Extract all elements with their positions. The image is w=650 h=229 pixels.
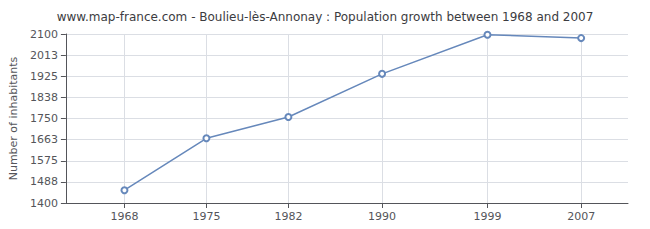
svg-text:www.map-france.com - Boulieu-l: www.map-france.com - Boulieu-lès-Annonay… (57, 10, 594, 24)
svg-text:1982: 1982 (274, 210, 302, 223)
svg-text:1990: 1990 (368, 210, 396, 223)
svg-text:1838: 1838 (30, 91, 58, 104)
svg-text:1575: 1575 (30, 154, 58, 167)
svg-text:1400: 1400 (30, 197, 58, 210)
svg-text:1975: 1975 (192, 210, 220, 223)
svg-text:1999: 1999 (473, 210, 501, 223)
svg-text:2013: 2013 (30, 49, 58, 62)
svg-text:1488: 1488 (30, 175, 58, 188)
svg-text:2100: 2100 (30, 28, 58, 41)
svg-text:1663: 1663 (30, 133, 58, 146)
svg-text:Number of inhabitants: Number of inhabitants (7, 56, 20, 180)
svg-text:1925: 1925 (30, 70, 58, 83)
svg-text:1750: 1750 (30, 112, 58, 125)
svg-text:2007: 2007 (567, 210, 595, 223)
svg-text:1968: 1968 (110, 210, 138, 223)
